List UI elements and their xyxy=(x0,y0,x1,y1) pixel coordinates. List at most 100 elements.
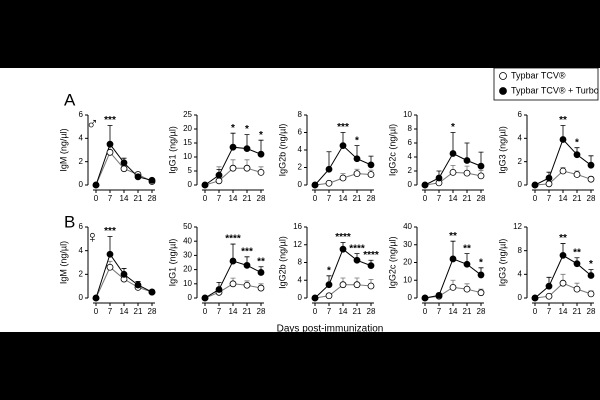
x-tick-label: 14 xyxy=(229,194,238,203)
x-tick-label: 7 xyxy=(437,194,442,203)
y-tick-label: 2 xyxy=(408,166,413,175)
panel-label: B xyxy=(64,212,75,231)
y-tick-label: 6 xyxy=(79,110,84,119)
data-point xyxy=(325,281,333,289)
data-point xyxy=(339,281,347,289)
data-point xyxy=(545,180,553,188)
data-point xyxy=(106,250,114,258)
data-point xyxy=(215,177,223,185)
x-tick-label: 21 xyxy=(463,307,472,316)
x-tick-label: 7 xyxy=(108,194,113,203)
y-tick-label: 12 xyxy=(513,222,522,231)
y-tick-label: 0 xyxy=(408,293,413,302)
y-tick-label: 25 xyxy=(183,110,192,119)
significance-label: **** xyxy=(349,243,365,254)
data-point xyxy=(106,148,114,156)
y-tick-label: 0 xyxy=(518,180,523,189)
data-point xyxy=(353,256,361,264)
data-point xyxy=(545,292,553,300)
x-tick-label: 0 xyxy=(423,194,428,203)
data-point xyxy=(215,286,223,293)
y-tick-label: 6 xyxy=(298,128,303,137)
data-point xyxy=(477,289,485,297)
y-tick-label: 20 xyxy=(183,265,192,274)
x-tick-label: 21 xyxy=(353,307,362,316)
data-point xyxy=(449,150,457,157)
data-point xyxy=(257,168,265,176)
y-axis-title: IgG2c (ng/µl) xyxy=(387,236,397,288)
significance-label: ** xyxy=(559,233,567,244)
y-tick-label: 30 xyxy=(403,240,412,249)
data-point xyxy=(587,290,595,298)
significance-label: *** xyxy=(104,115,116,126)
y-axis-title: IgG2b (ng/µl) xyxy=(277,236,287,289)
data-point xyxy=(243,145,251,153)
data-point xyxy=(367,171,375,178)
legend-box xyxy=(493,67,599,101)
data-point xyxy=(201,294,209,302)
y-tick-label: 16 xyxy=(293,222,302,231)
x-tick-label: 28 xyxy=(587,194,596,203)
data-point xyxy=(353,170,361,178)
x-tick-label: 7 xyxy=(217,307,222,316)
y-tick-label: 30 xyxy=(183,251,192,260)
bottom-band xyxy=(0,332,600,400)
data-point xyxy=(215,171,223,179)
data-point xyxy=(120,165,128,173)
data-point xyxy=(545,282,553,290)
y-tick-label: 8 xyxy=(298,258,303,267)
data-point xyxy=(435,291,443,299)
legend-label: Typbar TCV® + Turbo xyxy=(511,85,599,95)
x-tick-label: 0 xyxy=(313,307,318,316)
y-tick-label: 10 xyxy=(403,110,412,119)
data-point xyxy=(339,245,347,253)
data-point xyxy=(325,292,333,300)
significance-label: * xyxy=(451,122,455,133)
sex-symbol: ♀ xyxy=(86,227,99,246)
data-point xyxy=(134,281,142,289)
data-point xyxy=(421,294,429,302)
data-point xyxy=(573,260,581,268)
x-tick-label: 7 xyxy=(327,307,332,316)
y-tick-label: 6 xyxy=(79,222,84,231)
data-point xyxy=(559,279,567,287)
x-tick-label: 7 xyxy=(108,307,113,316)
x-tick-label: 14 xyxy=(449,307,458,316)
data-point xyxy=(311,181,319,189)
sex-symbol: ♂ xyxy=(86,114,99,133)
x-tick-label: 28 xyxy=(148,194,157,203)
x-tick-label: 21 xyxy=(463,194,472,203)
data-point xyxy=(367,262,375,270)
data-point xyxy=(531,294,539,302)
data-point xyxy=(573,171,581,178)
data-point xyxy=(435,174,443,182)
x-tick-label: 28 xyxy=(367,194,376,203)
y-tick-label: 0 xyxy=(79,293,84,302)
data-point xyxy=(325,179,333,187)
data-point xyxy=(353,281,361,289)
data-point xyxy=(339,142,347,150)
y-tick-label: 0 xyxy=(298,293,303,302)
y-tick-label: 2 xyxy=(518,157,523,166)
x-tick-label: 21 xyxy=(573,307,582,316)
significance-label: * xyxy=(479,257,483,268)
y-axis-title: IgG2b (ng/µl) xyxy=(277,124,287,177)
data-point xyxy=(243,281,251,289)
data-point xyxy=(587,161,595,169)
data-point xyxy=(311,294,319,302)
y-tick-label: 50 xyxy=(183,222,192,231)
data-point xyxy=(463,169,471,177)
x-tick-label: 14 xyxy=(339,194,348,203)
y-axis-title: IgG1 (ng/µl) xyxy=(167,126,177,174)
data-point xyxy=(573,285,581,293)
y-tick-label: 0 xyxy=(408,180,413,189)
y-tick-label: 0 xyxy=(518,293,523,302)
data-point xyxy=(477,271,485,279)
y-tick-label: 2 xyxy=(79,157,84,166)
y-axis-title: IgG3 (ng/µl) xyxy=(497,239,507,287)
significance-label: ** xyxy=(573,247,581,258)
x-tick-label: 21 xyxy=(243,194,252,203)
y-tick-label: 15 xyxy=(183,138,192,147)
x-tick-label: 28 xyxy=(257,194,266,203)
data-point xyxy=(463,285,471,293)
